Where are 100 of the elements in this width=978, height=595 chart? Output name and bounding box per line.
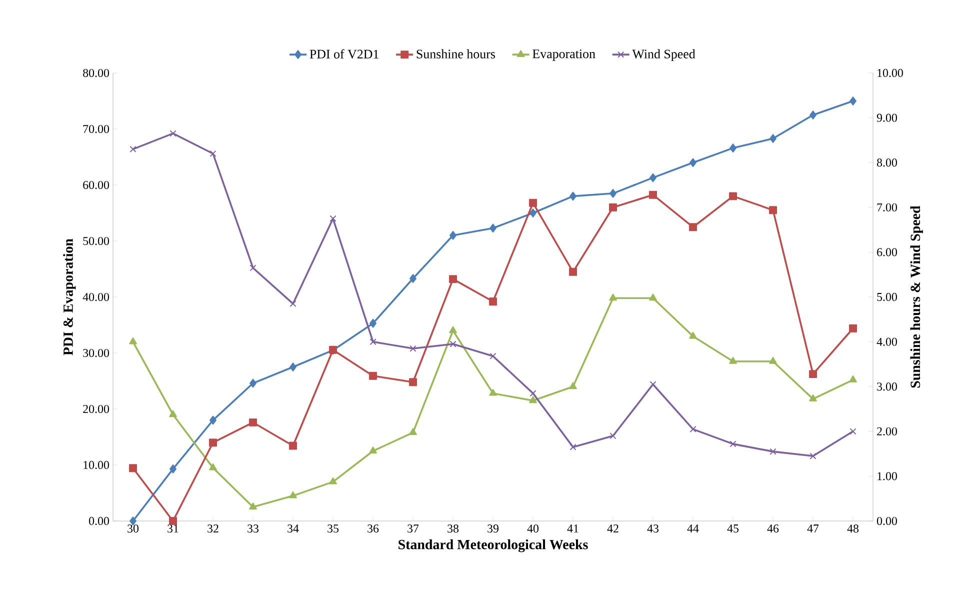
point	[770, 134, 776, 144]
point	[290, 362, 296, 372]
y-tick-label: 10.00	[84, 460, 110, 470]
y2-tick-label: 10.00	[878, 68, 903, 78]
y-tick-label: 50.00	[83, 236, 110, 246]
legend-label: PDI of V2D1	[310, 49, 378, 59]
y-tick-label: 60.00	[83, 180, 110, 190]
point	[850, 96, 856, 106]
point	[449, 275, 457, 284]
point	[249, 502, 257, 510]
x-tick-label: 41	[567, 524, 578, 532]
point	[169, 410, 177, 418]
point	[729, 192, 737, 200]
y-tick-label: 30.00	[83, 348, 110, 358]
point	[570, 192, 576, 201]
point	[489, 297, 497, 306]
y2-tick-label: 5.00	[877, 292, 897, 302]
y-tick-label: 80.00	[83, 68, 110, 78]
point	[289, 491, 297, 498]
point	[769, 206, 777, 214]
x-tick-label: 48	[847, 524, 859, 533]
legend-label: Wind Speed	[632, 49, 696, 62]
point	[450, 230, 456, 240]
point	[330, 215, 336, 222]
x-tick-label: 33	[248, 524, 259, 533]
point	[209, 438, 217, 447]
point	[369, 372, 377, 380]
legend-label: Sunshine hours	[416, 49, 495, 58]
x-tick-label: 35	[328, 524, 339, 533]
point	[809, 370, 817, 378]
x-tick-label: 37	[408, 524, 419, 533]
point	[690, 426, 696, 432]
y2-tick-label: 8.00	[876, 158, 897, 167]
y-tick-label: 20.00	[83, 404, 110, 414]
point	[289, 442, 297, 450]
point	[569, 268, 577, 276]
y2-tick-label: 4.00	[876, 338, 897, 346]
point	[770, 448, 776, 455]
point	[769, 356, 777, 364]
point	[410, 274, 416, 284]
point	[249, 418, 257, 426]
y2-tick-label: 7.00	[877, 203, 897, 212]
x-tick-label: 30	[128, 524, 139, 533]
point	[810, 452, 816, 460]
x-tick-label: 46	[767, 524, 779, 533]
point	[649, 294, 657, 301]
point	[690, 158, 696, 168]
x-tick-label: 47	[807, 524, 819, 532]
point	[129, 464, 137, 472]
x-axis-title: Standard Meteorological Weeks	[398, 539, 588, 552]
point	[250, 378, 256, 388]
point	[490, 224, 496, 233]
point	[409, 428, 417, 436]
point	[689, 223, 697, 232]
point	[409, 378, 417, 386]
point	[450, 340, 456, 348]
legend-label: Evaporation	[532, 50, 596, 61]
point	[610, 188, 616, 198]
y2-tick-label: 0.00	[876, 516, 897, 526]
point	[730, 144, 736, 153]
point	[170, 464, 176, 474]
x-tick-label: 32	[208, 524, 218, 533]
point	[809, 394, 817, 402]
point	[529, 396, 537, 404]
point	[810, 110, 816, 120]
point	[369, 446, 377, 454]
point	[650, 173, 656, 182]
point	[290, 300, 296, 308]
y-tick-label: 70.00	[83, 124, 110, 134]
y-tick-label: 40.00	[82, 292, 110, 302]
point	[730, 440, 736, 448]
point	[370, 338, 376, 346]
point	[529, 198, 537, 207]
y-tick-label: 0.00	[89, 516, 110, 526]
x-tick-label: 39	[488, 524, 498, 533]
point	[569, 382, 577, 390]
point	[849, 375, 857, 382]
y2-tick-label: 9.00	[876, 114, 897, 122]
point	[410, 345, 416, 352]
y2-tick-label: 2.00	[877, 427, 897, 436]
point	[210, 150, 216, 157]
point	[169, 517, 177, 525]
x-tick-label: 38	[448, 524, 459, 533]
point	[530, 208, 536, 218]
point	[129, 337, 137, 344]
point	[250, 264, 256, 272]
point	[170, 130, 176, 137]
point	[609, 294, 617, 301]
point	[329, 477, 337, 484]
point	[130, 146, 136, 152]
point	[570, 444, 576, 450]
point	[490, 352, 496, 360]
point	[849, 324, 857, 332]
y2-tick-label: 6.00	[877, 248, 897, 256]
x-tick-label: 40	[527, 524, 539, 533]
y2-tick-label: 1.00	[878, 472, 897, 480]
y2-axis-title: Sunshine hours & Wind Speed	[910, 206, 923, 388]
point	[209, 463, 217, 470]
point	[370, 318, 376, 328]
x-tick-label: 34	[288, 524, 299, 533]
